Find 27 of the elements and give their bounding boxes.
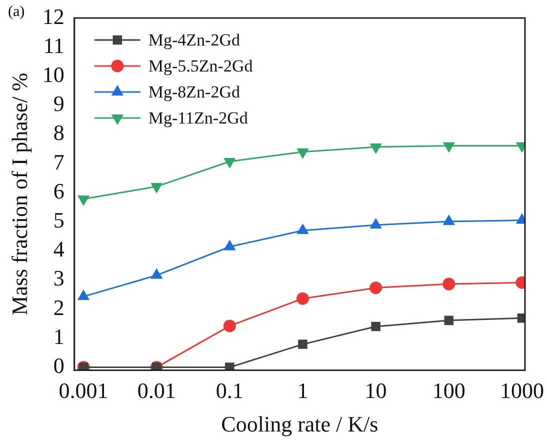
legend-label: Mg-11Zn-2Gd: [148, 108, 248, 128]
y-axis-title: Mass fraction of I phase/ %: [6, 72, 32, 316]
y-tick-label: 4: [53, 236, 64, 262]
legend-label: Mg-8Zn-2Gd: [148, 82, 240, 102]
x-tick-label: 10: [364, 378, 387, 404]
x-tick-label: 1: [297, 378, 308, 404]
y-tick-label: 8: [53, 120, 64, 146]
x-tick-label: 0.01: [137, 378, 176, 404]
y-tick-label: 9: [53, 91, 64, 116]
y-tick-label: 3: [53, 266, 64, 291]
y-tick-label: 12: [42, 4, 64, 29]
text: (a): [8, 4, 25, 21]
x-axis-title: Cooling rate / K/s: [221, 412, 378, 437]
y-tick-label: 0: [53, 353, 64, 378]
y-tick-label: 10: [42, 62, 64, 87]
y-tick-label: 1: [53, 324, 64, 349]
x-tick-label: 100: [432, 378, 466, 404]
legend-label: Mg-4Zn-2Gd: [148, 30, 240, 50]
y-tick-label: 5: [53, 208, 64, 233]
x-tick-label: 1000: [500, 378, 544, 404]
y-tick-label: 7: [53, 149, 64, 174]
x-tick-label: 0.1: [216, 378, 244, 404]
x-tick-label: 0.001: [58, 378, 108, 404]
y-tick-label: 6: [53, 178, 64, 204]
y-tick-label: 11: [43, 32, 64, 58]
y-tick-label: 2: [53, 294, 64, 320]
legend-label: Mg-5.5Zn-2Gd: [148, 56, 254, 76]
